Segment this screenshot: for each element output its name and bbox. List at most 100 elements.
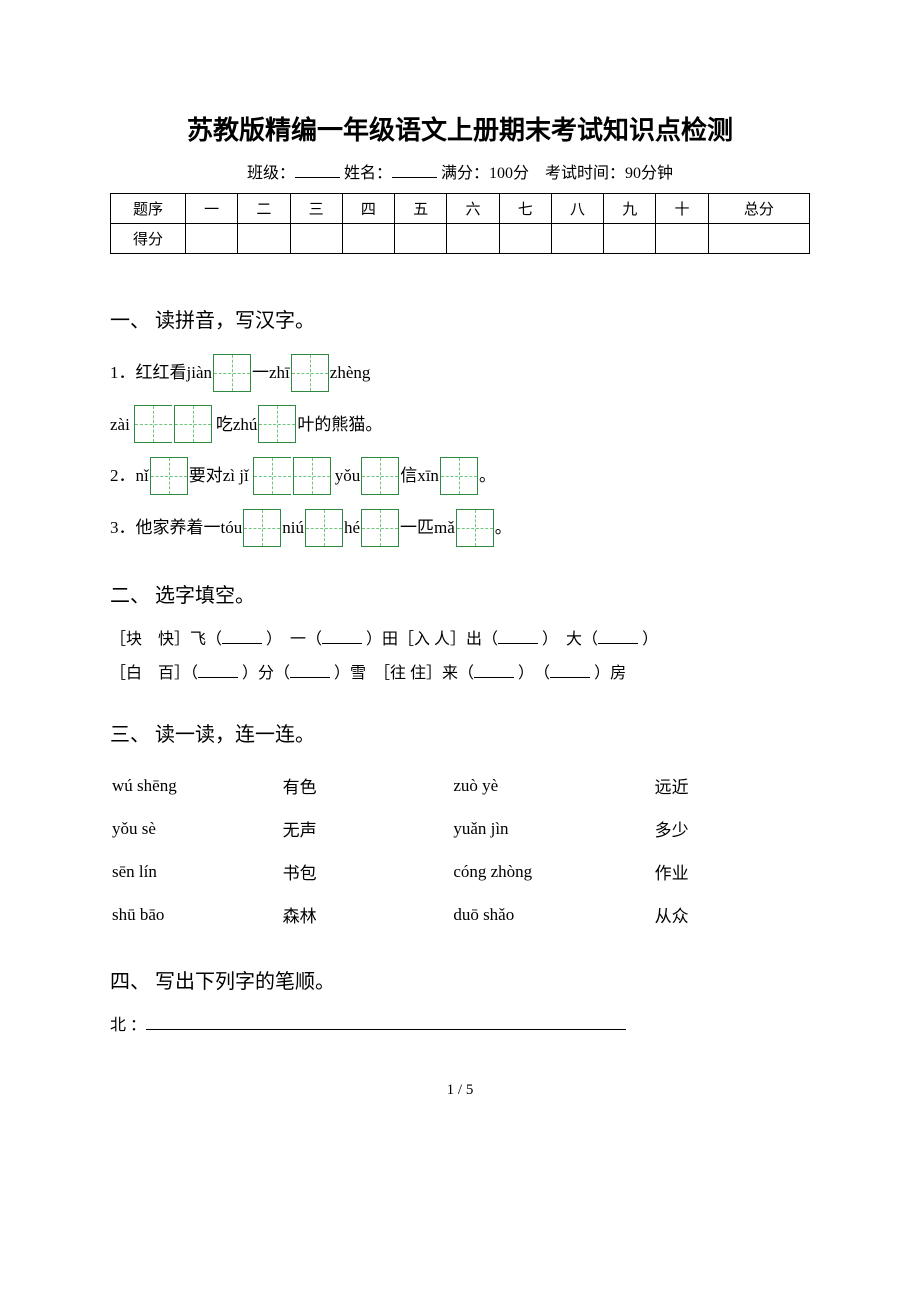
match-cell: wú shēng: [112, 765, 281, 806]
char-box: [150, 457, 188, 495]
cell: 九: [604, 194, 656, 224]
section-2-title: 二、 选字填空。: [110, 579, 810, 608]
match-cell: 作业: [655, 851, 808, 892]
paren-blank: [322, 628, 362, 644]
match-cell: cóng zhòng: [453, 851, 652, 892]
cell: 四: [342, 194, 394, 224]
cell: [551, 224, 603, 254]
text: ）雪 ［往 住］来（: [334, 665, 474, 682]
cell: 七: [499, 194, 551, 224]
cell: [342, 224, 394, 254]
text: 信xīn: [400, 452, 439, 500]
text: ） 大（: [542, 631, 598, 648]
cell: 三: [290, 194, 342, 224]
cell: 八: [551, 194, 603, 224]
paren-blank: [498, 628, 538, 644]
match-cell: shū bāo: [112, 894, 281, 935]
text: zhèng: [330, 349, 371, 397]
char-box: [361, 457, 399, 495]
char-box: [293, 457, 331, 495]
cell: 十: [656, 194, 708, 224]
name-label: 姓名：: [344, 165, 392, 182]
cell: 五: [395, 194, 447, 224]
cell: 总分: [708, 194, 809, 224]
text: 要对zì jǐ: [189, 452, 249, 500]
question-2: 2．nǐ 要对zì jǐ yǒu 信xīn 。: [110, 452, 810, 500]
stroke-blank: [146, 1012, 626, 1030]
match-row: shū bāo 森林 duō shǎo 从众: [112, 894, 808, 935]
match-cell: sēn lín: [112, 851, 281, 892]
char-box-pair: [252, 457, 332, 495]
match-cell: 从众: [655, 894, 808, 935]
match-row: yǒu sè 无声 yuǎn jìn 多少: [112, 808, 808, 849]
paren-blank: [290, 662, 330, 678]
fill-line-2: ［白 百］（ ）分（ ）雪 ［往 住］来（ ） （ ）房: [110, 658, 810, 690]
char-box: [134, 405, 172, 443]
text: 2．nǐ: [110, 452, 149, 500]
char-box: [361, 509, 399, 547]
match-cell: yuǎn jìn: [453, 808, 652, 849]
text: 。: [479, 452, 496, 500]
char-box: [253, 457, 291, 495]
text: ）: [642, 631, 658, 648]
question-1-line-1: 1．红红看jiàn 一zhī zhèng: [110, 349, 810, 397]
char-box: [440, 457, 478, 495]
cell: [238, 224, 290, 254]
paren-blank: [598, 628, 638, 644]
cell: 题序: [111, 194, 186, 224]
char-box: [174, 405, 212, 443]
match-row: sēn lín 书包 cóng zhòng 作业: [112, 851, 808, 892]
char-box: [291, 354, 329, 392]
text: ）房: [594, 665, 626, 682]
paren-blank: [474, 662, 514, 678]
match-cell: 无声: [283, 808, 452, 849]
cell: [447, 224, 499, 254]
match-cell: zuò yè: [453, 765, 652, 806]
section-3-title: 三、 读一读，连一连。: [110, 718, 810, 747]
cell: [499, 224, 551, 254]
text: hé: [344, 504, 360, 552]
match-cell: 书包: [283, 851, 452, 892]
cell: 一: [186, 194, 238, 224]
match-table: wú shēng 有色 zuò yè 远近 yǒu sè 无声 yuǎn jìn…: [110, 763, 810, 937]
score-table: 题序 一 二 三 四 五 六 七 八 九 十 总分 得分: [110, 193, 810, 254]
text: 一zhī: [252, 349, 290, 397]
header-info: 班级： 姓名： 满分：100分 考试时间：90分钟: [110, 159, 810, 183]
match-cell: 森林: [283, 894, 452, 935]
cell: [656, 224, 708, 254]
match-cell: duō shǎo: [453, 894, 652, 935]
question-1-line-2: zài 吃zhú 叶的熊猫。: [110, 401, 810, 449]
class-label: 班级：: [247, 165, 295, 182]
document-title: 苏教版精编一年级语文上册期末考试知识点检测: [110, 110, 810, 147]
match-cell: yǒu sè: [112, 808, 281, 849]
page-number: 1 / 5: [110, 1082, 810, 1099]
paren-blank: [222, 628, 262, 644]
text: 3．他家养着一tóu: [110, 504, 242, 552]
text: 1．红红看jiàn: [110, 349, 212, 397]
match-row: wú shēng 有色 zuò yè 远近: [112, 765, 808, 806]
char-box: [258, 405, 296, 443]
text: yǒu: [335, 452, 361, 500]
cell: [290, 224, 342, 254]
char-box-pair: [133, 405, 213, 443]
stroke-line-1: 北 ：: [110, 1010, 810, 1042]
text: ）田［入 人］出（: [366, 631, 498, 648]
cell: 得分: [111, 224, 186, 254]
text: 一匹mǎ: [400, 504, 455, 552]
text: ［白 百］（: [110, 665, 198, 682]
section-4-title: 四、 写出下列字的笔顺。: [110, 965, 810, 994]
text: niú: [282, 504, 304, 552]
text: zài: [110, 401, 130, 449]
time-label: 考试时间：90分钟: [545, 165, 673, 182]
text: ）分（: [242, 665, 290, 682]
question-3: 3．他家养着一tóu niú hé 一匹mǎ 。: [110, 504, 810, 552]
match-cell: 有色: [283, 765, 452, 806]
cell: [708, 224, 809, 254]
char-box: [305, 509, 343, 547]
paren-blank: [550, 662, 590, 678]
text: ［块 快］飞（: [110, 631, 222, 648]
text: ） 一（: [266, 631, 322, 648]
text: ） （: [518, 665, 550, 682]
class-blank: [295, 160, 340, 178]
text: 北 ：: [110, 1017, 146, 1034]
